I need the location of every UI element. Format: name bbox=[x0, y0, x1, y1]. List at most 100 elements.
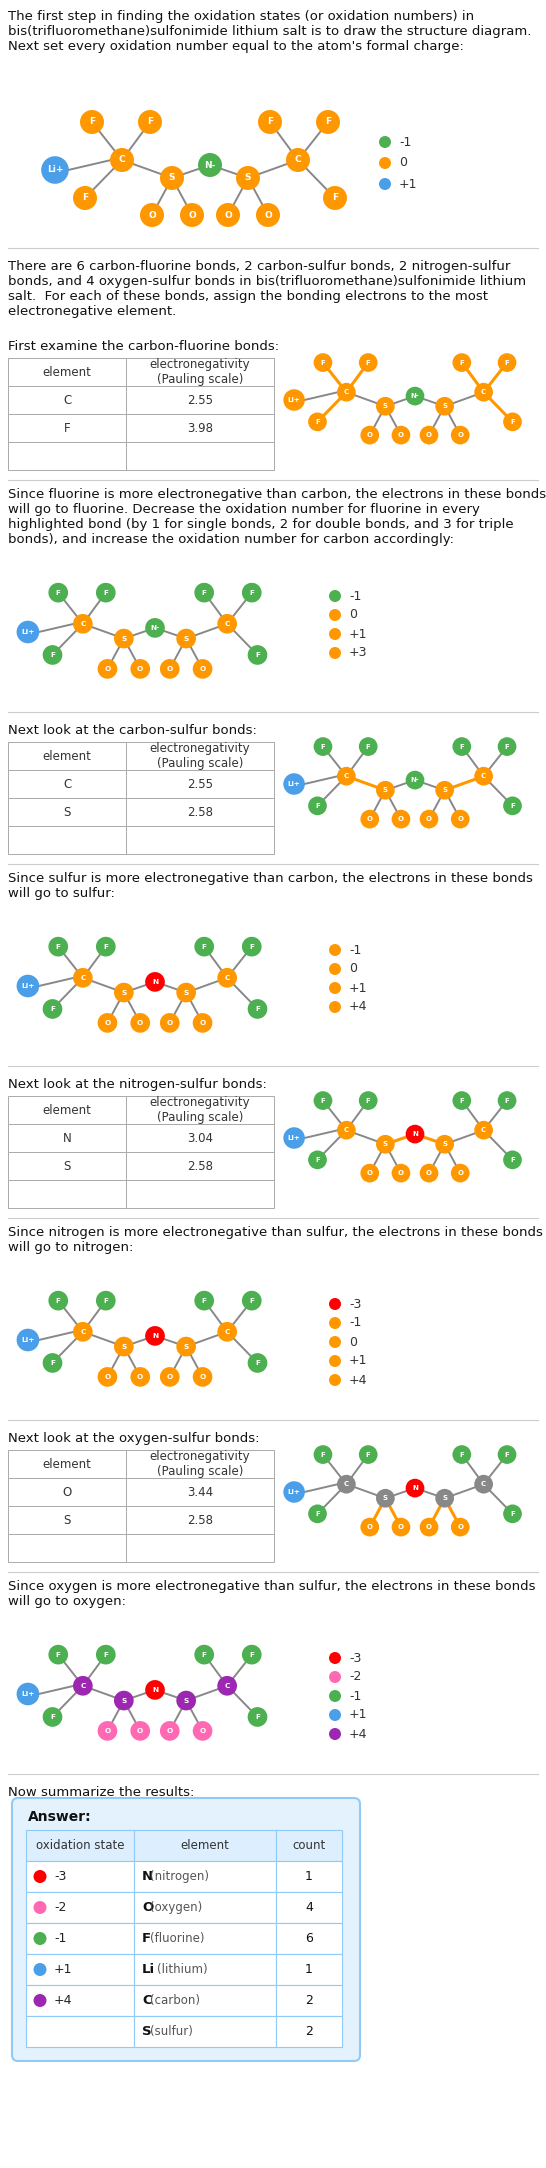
FancyBboxPatch shape bbox=[26, 1893, 134, 1923]
Circle shape bbox=[337, 1121, 356, 1140]
Text: 2.55: 2.55 bbox=[187, 395, 213, 408]
Circle shape bbox=[114, 1338, 134, 1357]
Text: F: F bbox=[510, 1511, 515, 1518]
Circle shape bbox=[329, 609, 341, 620]
Circle shape bbox=[217, 1322, 237, 1342]
Text: F: F bbox=[315, 418, 320, 425]
Circle shape bbox=[217, 1676, 237, 1695]
Text: O: O bbox=[167, 666, 173, 672]
Circle shape bbox=[217, 967, 237, 989]
Circle shape bbox=[286, 147, 310, 171]
Text: C: C bbox=[80, 620, 86, 627]
Circle shape bbox=[160, 1012, 180, 1032]
Text: 0: 0 bbox=[349, 963, 357, 976]
Text: electronegativity
(Pauling scale): electronegativity (Pauling scale) bbox=[150, 358, 250, 386]
Text: Next look at the carbon-sulfur bonds:: Next look at the carbon-sulfur bonds: bbox=[8, 724, 257, 737]
Text: N: N bbox=[412, 1132, 418, 1136]
FancyBboxPatch shape bbox=[8, 414, 126, 442]
Circle shape bbox=[313, 1446, 333, 1463]
Text: Since oxygen is more electronegative than sulfur, the electrons in these bonds
w: Since oxygen is more electronegative tha… bbox=[8, 1580, 536, 1609]
Text: C: C bbox=[63, 395, 71, 408]
Text: element: element bbox=[43, 750, 91, 763]
Circle shape bbox=[16, 1682, 39, 1706]
Text: F: F bbox=[505, 744, 509, 750]
Circle shape bbox=[194, 937, 214, 956]
FancyBboxPatch shape bbox=[276, 1860, 342, 1893]
Circle shape bbox=[33, 1901, 46, 1914]
Circle shape bbox=[308, 796, 327, 815]
Circle shape bbox=[98, 659, 117, 679]
Text: F: F bbox=[50, 1006, 55, 1012]
Circle shape bbox=[406, 1125, 424, 1143]
Text: S: S bbox=[63, 1160, 70, 1173]
Text: +1: +1 bbox=[54, 1962, 73, 1975]
Text: O: O bbox=[199, 1728, 206, 1734]
Circle shape bbox=[379, 137, 391, 147]
Text: F: F bbox=[201, 1652, 207, 1659]
Text: 1: 1 bbox=[305, 1871, 313, 1884]
Circle shape bbox=[130, 659, 150, 679]
Circle shape bbox=[406, 1479, 424, 1498]
Text: 2.58: 2.58 bbox=[187, 1513, 213, 1526]
Circle shape bbox=[16, 620, 39, 644]
FancyBboxPatch shape bbox=[126, 1507, 274, 1535]
Text: 0: 0 bbox=[399, 156, 407, 169]
Circle shape bbox=[138, 111, 162, 134]
Text: O: O bbox=[167, 1375, 173, 1379]
Text: O: O bbox=[457, 1171, 463, 1175]
Text: F: F bbox=[325, 117, 331, 126]
Circle shape bbox=[198, 154, 222, 178]
Text: S: S bbox=[183, 1344, 189, 1348]
Circle shape bbox=[193, 1368, 212, 1388]
Text: -3: -3 bbox=[349, 1652, 361, 1665]
Circle shape bbox=[140, 204, 164, 228]
Text: F: F bbox=[321, 1097, 325, 1104]
Text: C: C bbox=[80, 1682, 86, 1689]
Text: (nitrogen): (nitrogen) bbox=[150, 1871, 209, 1884]
Text: O: O bbox=[104, 1375, 110, 1379]
Text: F: F bbox=[250, 1299, 254, 1303]
Text: O: O bbox=[137, 1728, 144, 1734]
FancyBboxPatch shape bbox=[12, 1797, 360, 2062]
Text: N: N bbox=[152, 980, 158, 984]
Circle shape bbox=[248, 1706, 268, 1726]
Text: F: F bbox=[366, 360, 371, 366]
Text: C: C bbox=[224, 620, 230, 627]
Circle shape bbox=[43, 1353, 62, 1372]
Circle shape bbox=[110, 147, 134, 171]
Circle shape bbox=[329, 629, 341, 640]
Circle shape bbox=[242, 1290, 262, 1309]
Text: -1: -1 bbox=[54, 1932, 67, 1945]
Circle shape bbox=[329, 1316, 341, 1329]
Text: Since sulfur is more electronegative than carbon, the electrons in these bonds
w: Since sulfur is more electronegative tha… bbox=[8, 872, 533, 900]
Circle shape bbox=[435, 1489, 454, 1507]
Text: O: O bbox=[142, 1901, 153, 1914]
Circle shape bbox=[283, 774, 305, 796]
Text: N: N bbox=[63, 1132, 72, 1145]
FancyBboxPatch shape bbox=[26, 2016, 134, 2047]
Text: Next look at the nitrogen-sulfur bonds:: Next look at the nitrogen-sulfur bonds: bbox=[8, 1077, 267, 1091]
Text: C: C bbox=[63, 778, 71, 791]
Circle shape bbox=[242, 937, 262, 956]
Circle shape bbox=[193, 1721, 212, 1741]
Text: N-: N- bbox=[204, 160, 216, 169]
Text: 3.04: 3.04 bbox=[187, 1132, 213, 1145]
Text: +4: +4 bbox=[349, 999, 367, 1012]
FancyBboxPatch shape bbox=[8, 442, 126, 470]
FancyBboxPatch shape bbox=[26, 1923, 134, 1953]
Text: F: F bbox=[103, 590, 108, 596]
Circle shape bbox=[193, 659, 212, 679]
Circle shape bbox=[329, 1652, 341, 1665]
Text: C: C bbox=[224, 1329, 230, 1335]
FancyBboxPatch shape bbox=[134, 1986, 276, 2016]
FancyBboxPatch shape bbox=[126, 358, 274, 386]
Text: F: F bbox=[250, 943, 254, 950]
Text: 2.58: 2.58 bbox=[187, 806, 213, 820]
FancyBboxPatch shape bbox=[134, 2016, 276, 2047]
Text: F: F bbox=[332, 193, 338, 202]
FancyBboxPatch shape bbox=[8, 798, 126, 826]
Circle shape bbox=[391, 1518, 411, 1537]
Text: F: F bbox=[56, 1652, 61, 1659]
Text: S: S bbox=[63, 806, 70, 820]
Text: F: F bbox=[56, 590, 61, 596]
